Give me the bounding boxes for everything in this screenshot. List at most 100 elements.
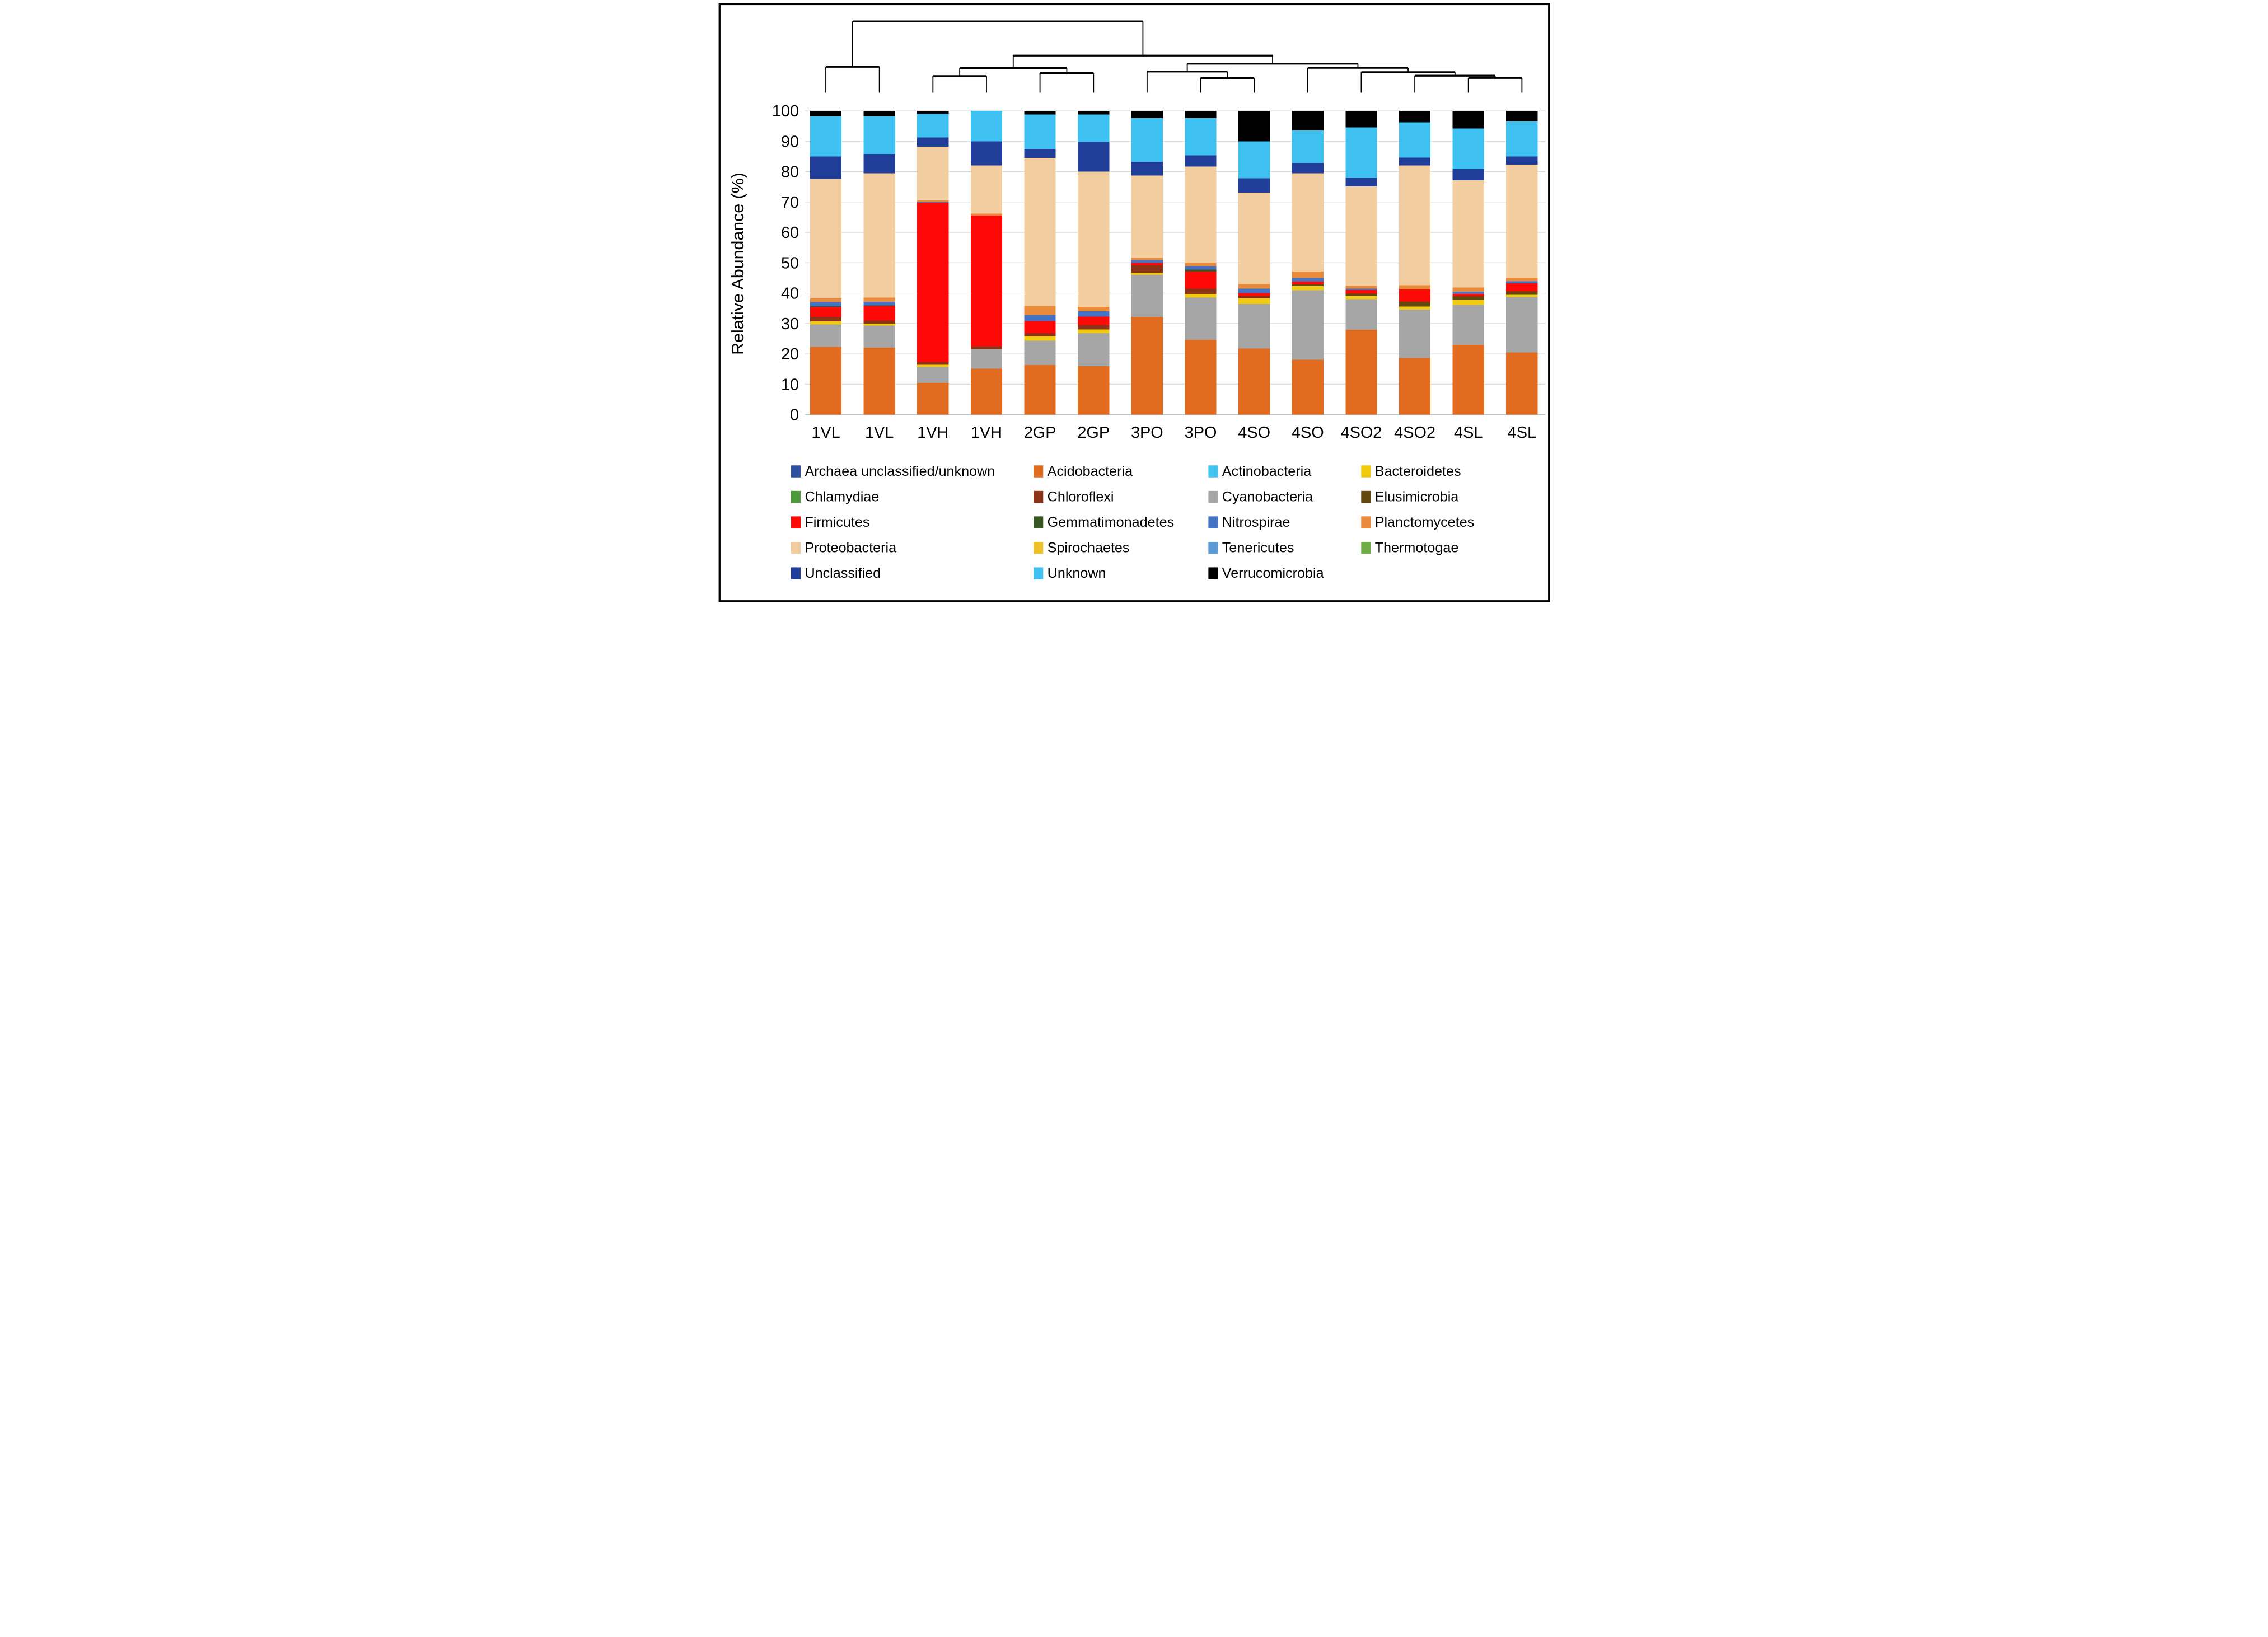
x-category-label: 1VL [811, 424, 840, 442]
bar-segment-gemmatimonadetes [1184, 269, 1217, 272]
bar-segment-nitrospirae [1077, 311, 1109, 317]
legend-item: Gemmatimonadetes [1033, 515, 1174, 530]
bar-segment-bacteroidetes [1345, 296, 1377, 300]
legend-label: Verrucomicrobia [1222, 565, 1324, 581]
legend-swatch-verrucomicrobia [1208, 567, 1218, 579]
bar-segment-proteobacteria [1452, 180, 1484, 288]
bar-segment-nitrospirae [1023, 315, 1056, 321]
bar-segment-chloroflexi [1131, 265, 1163, 273]
legend-swatch-chlamydiae [791, 490, 801, 503]
bar-segment-firmicutes [1399, 289, 1430, 302]
legend-swatch-firmicutes [791, 516, 801, 528]
y-tick-label: 50 [780, 254, 798, 272]
bar-segment-acidobacteria [916, 383, 948, 415]
bar-segment-unknown [1184, 118, 1217, 156]
bar-segment-verrucomicrobia [810, 111, 841, 116]
bar-segment-verrucomicrobia [1345, 111, 1377, 128]
bar-segment-firmicutes [1452, 294, 1484, 296]
x-category-label: 4SL [1454, 424, 1483, 442]
bar-segment-verrucomicrobia [1452, 111, 1484, 129]
bar-segment-chloroflexi [916, 362, 948, 365]
bar-segment-nitrospirae [916, 202, 948, 203]
bar-segment-acidobacteria [1345, 330, 1377, 415]
x-category-label: 3PO [1184, 424, 1217, 442]
legend-swatch-spirochaetes [1033, 541, 1043, 554]
legend: Archaea unclassified/unknown Acidobacteri… [791, 464, 1474, 581]
bar-segment-bacteroidetes [1184, 294, 1217, 298]
y-tick-label: 0 [790, 406, 799, 424]
bar-segment-elusimicrobia [1292, 284, 1324, 287]
bar-segment-proteobacteria [1505, 165, 1538, 278]
bar-segment-proteobacteria [1292, 173, 1324, 272]
bar-segment-proteobacteria [1345, 186, 1377, 286]
legend-item: Thermotogae [1360, 540, 1458, 555]
x-category-label: 2GP [1077, 424, 1110, 442]
bar-segment-planctomycetes [1184, 263, 1217, 266]
legend-label: Chloroflexi [1047, 489, 1114, 504]
bar-segment-firmicutes [916, 202, 948, 362]
x-category-label: 3PO [1130, 424, 1163, 442]
y-tick-label: 40 [780, 285, 798, 303]
legend-item: Tenericutes [1208, 540, 1294, 555]
bar-segment-unknown [1023, 114, 1056, 149]
bar-segment-unknown [810, 116, 841, 157]
legend-item: Chloroflexi [1033, 489, 1114, 504]
bar-segment-nitrospirae [1131, 260, 1163, 263]
bar-segment-chloroflexi [1184, 288, 1217, 294]
y-tick-label: 20 [780, 345, 798, 363]
bar-segment-unclassified [1505, 156, 1538, 165]
bar-segment-cyanobacteria [1452, 305, 1484, 345]
bar-segment-planctomycetes [1238, 284, 1270, 289]
legend-label: Archaea unclassified/unknown [805, 464, 995, 479]
bar-segment-bacteroidetes [1452, 300, 1484, 305]
bar-segment-unclassified [1238, 178, 1270, 193]
legend-swatch-planctomycetes [1360, 516, 1371, 528]
legend-label: Tenericutes [1222, 540, 1294, 555]
bar-segment-proteobacteria [916, 147, 948, 201]
bar-segment-planctomycetes [1399, 285, 1430, 290]
dendrogram [825, 20, 1522, 93]
legend-item: Nitrospirae [1208, 515, 1290, 530]
bar-segment-bacteroidetes [1238, 298, 1270, 305]
bar-segment-planctomycetes [970, 213, 1002, 216]
x-category-label: 4SL [1507, 424, 1536, 442]
legend-label: Planctomycetes [1374, 515, 1474, 530]
bar-segment-cyanobacteria [1023, 340, 1056, 366]
bar-segment-bacteroidetes [810, 321, 841, 325]
bar-segment-cyanobacteria [1238, 304, 1270, 349]
bar-segment-planctomycetes [1292, 272, 1324, 278]
bar-segment-unclassified [1077, 142, 1109, 172]
legend-swatch-archaea-unclassified-unknown [791, 465, 801, 478]
legend-swatch-actinobacteria [1208, 465, 1218, 478]
bar-segment-nitrospirae [863, 301, 895, 306]
x-category-label: 4SO2 [1394, 424, 1435, 442]
bar-segment-cyanobacteria [1505, 297, 1538, 353]
x-category-label: 1VH [917, 424, 948, 442]
bar-segment-unclassified [970, 141, 1002, 166]
legend-item: Cyanobacteria [1208, 489, 1313, 504]
bar-segment-nitrospirae [810, 302, 841, 306]
legend-swatch-cyanobacteria [1208, 490, 1218, 503]
legend-label: Thermotogae [1374, 540, 1458, 555]
legend-label: Bacteroidetes [1374, 464, 1461, 479]
bar-segment-proteobacteria [1077, 171, 1109, 307]
legend-swatch-thermotogae [1360, 541, 1371, 554]
legend-item: Elusimicrobia [1360, 489, 1458, 504]
bar-segment-elusimicrobia [1452, 296, 1484, 301]
bar-segment-verrucomicrobia [916, 111, 948, 114]
bar-segment-unknown [970, 111, 1002, 142]
bar-segment-unclassified [810, 156, 841, 179]
bar-segment-verrucomicrobia [1184, 111, 1217, 119]
bar-segment-bacteroidetes [916, 364, 948, 367]
bar-segment-gemmatimonadetes [810, 306, 841, 307]
bar-segment-acidobacteria [970, 368, 1002, 415]
legend-item: Unclassified [791, 565, 881, 581]
y-tick-label: 100 [771, 102, 798, 120]
y-tick-label: 90 [780, 133, 798, 151]
bar-segment-planctomycetes [1505, 277, 1538, 282]
x-category-label: 4SO [1238, 424, 1270, 442]
x-category-label: 1VL [864, 424, 893, 442]
legend-swatch-tenericutes [1208, 541, 1218, 554]
bar-segment-planctomycetes [1131, 258, 1163, 260]
bar-segment-cyanobacteria [863, 325, 895, 348]
